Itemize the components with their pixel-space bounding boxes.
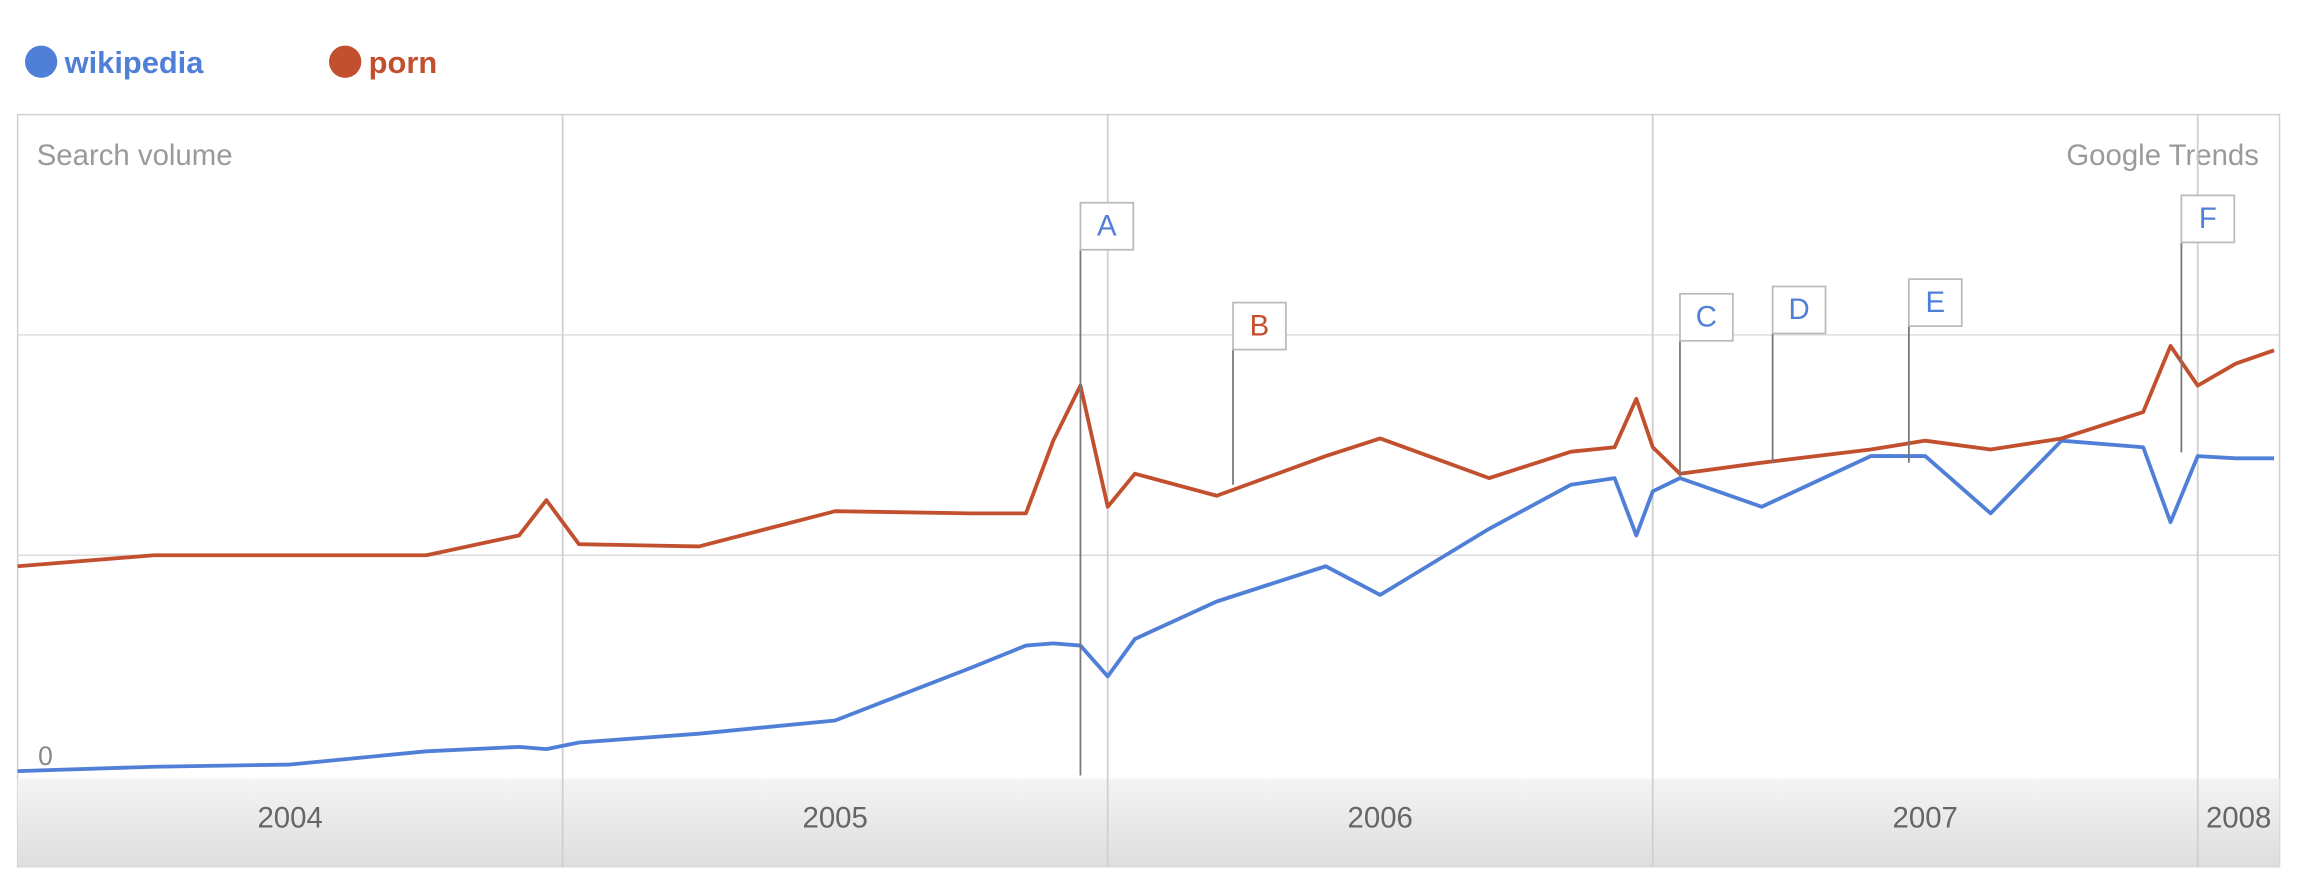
flag-box <box>1907 278 1963 327</box>
flag-label: F <box>2199 202 2217 235</box>
flag-label: E <box>1926 286 1946 319</box>
x-tick-label: 2004 <box>257 801 322 834</box>
flag-box <box>2180 194 2236 244</box>
y-tick-label: 0 <box>38 741 53 771</box>
x-axis-band <box>17 778 2280 867</box>
x-tick-label: 2006 <box>1348 801 1413 834</box>
flag-box <box>1771 285 1827 335</box>
y-axis-title: Search volume <box>37 139 233 172</box>
x-tick-label: 2007 <box>1893 801 1958 834</box>
legend-label: porn <box>369 45 438 80</box>
legend-label: wikipedia <box>64 45 205 80</box>
flag-box <box>1232 301 1287 351</box>
x-tick-label: 2008 <box>2206 801 2271 834</box>
legend-swatch <box>329 45 362 78</box>
legend-swatch <box>24 45 58 78</box>
plot-frame <box>16 113 2281 868</box>
series-line <box>17 438 2275 774</box>
flag-label: D <box>1788 293 1809 326</box>
series-line <box>17 344 2275 569</box>
flag-box <box>1679 292 1734 342</box>
flag-label: C <box>1696 301 1717 334</box>
flag-label: A <box>1097 209 1117 242</box>
source-label: Google Trends <box>2066 139 2259 172</box>
flag-label: B <box>1250 309 1270 342</box>
x-tick-label: 2005 <box>803 801 868 834</box>
flag-box <box>1079 201 1135 251</box>
